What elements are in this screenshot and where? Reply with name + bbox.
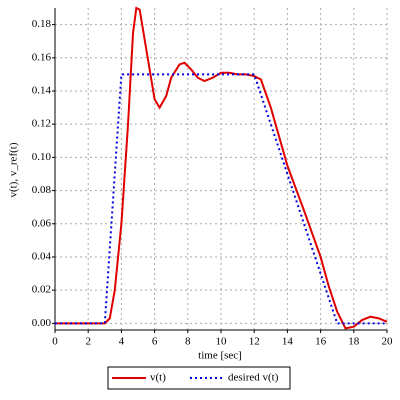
y-tick-label: 0.16 <box>32 51 52 63</box>
x-tick-label: 18 <box>348 336 360 348</box>
x-tick-label: 12 <box>249 336 260 348</box>
x-tick-label: 0 <box>52 336 58 348</box>
y-tick-label: 0.12 <box>32 118 51 130</box>
legend-label: desired v(t) <box>228 372 279 384</box>
y-tick-label: 0.10 <box>32 151 52 163</box>
x-tick-label: 8 <box>185 336 191 348</box>
x-tick-label: 10 <box>216 336 228 348</box>
y-tick-label: 0.08 <box>32 184 52 196</box>
x-axis-label: time [sec] <box>198 350 242 362</box>
y-tick-label: 0.18 <box>32 18 52 30</box>
y-tick-label: 0.06 <box>32 217 52 229</box>
x-tick-label: 4 <box>119 336 125 348</box>
legend-box <box>107 366 291 390</box>
line <box>55 73 387 325</box>
legend-label: v(t) <box>150 372 166 384</box>
x-tick-label: 6 <box>152 336 158 348</box>
line <box>55 6 388 330</box>
x-tick-label: 14 <box>282 336 294 348</box>
x-tick-label: 16 <box>315 336 327 348</box>
y-axis-label: v(t), v_ref(t) <box>8 142 20 197</box>
x-tick-label: 2 <box>85 336 91 348</box>
y-tick-label: 0.02 <box>32 284 51 296</box>
y-tick-label: 0.04 <box>32 251 52 263</box>
x-tick-label: 20 <box>382 336 394 348</box>
y-tick-label: 0.14 <box>32 85 52 97</box>
y-tick-label: 0.00 <box>32 317 52 329</box>
